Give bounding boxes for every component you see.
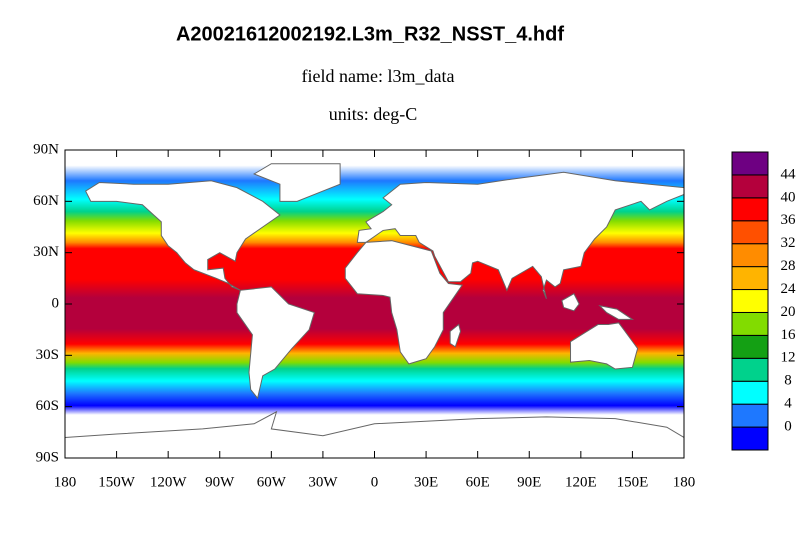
x-tick-label: 120W (150, 474, 188, 490)
y-tick-label: 60N (33, 193, 59, 209)
colorbar-label: 36 (781, 212, 797, 228)
units: units: deg-C (329, 104, 418, 124)
north-america (86, 181, 280, 291)
color-box (731, 403, 769, 428)
subtitle: field name: l3m_data (302, 66, 455, 86)
color-box (731, 243, 769, 268)
madagascar (450, 325, 460, 347)
x-tick-label: 30W (308, 474, 338, 490)
colorbar-label: 8 (784, 373, 792, 389)
africa (345, 241, 462, 364)
colorbar-label: 12 (781, 350, 796, 366)
x-tick-label: 0 (371, 474, 379, 490)
x-tick-label: 180 (54, 474, 77, 490)
color-box (731, 174, 769, 199)
x-tick-label: 150W (98, 474, 136, 490)
x-tick-label: 30E (414, 474, 438, 490)
y-tick-label: 30S (36, 347, 59, 363)
colorbar-label: 28 (781, 258, 796, 274)
antarctica (65, 412, 684, 458)
greenland (254, 164, 340, 202)
colorbar-label: 32 (781, 235, 796, 251)
colorbar-label: 16 (781, 327, 797, 343)
y-tick-label: 60S (36, 398, 59, 414)
colorbar: 0 4 8 12 16 20 24 28 32 36 40 44 (731, 151, 797, 451)
map-area (65, 150, 684, 458)
x-tick-label: 60E (466, 474, 490, 490)
new-guinea (600, 306, 633, 320)
colorbar-label: 40 (781, 189, 796, 205)
x-tick-label: 90W (205, 474, 235, 490)
colorbar-label: 24 (781, 281, 797, 297)
color-box (731, 220, 769, 245)
y-tick-label: 90S (36, 449, 59, 465)
x-tick-label: 90E (517, 474, 541, 490)
x-tick-label: 120E (565, 474, 597, 490)
color-box (731, 334, 769, 359)
color-box (731, 266, 769, 291)
color-box (731, 380, 769, 405)
y-tick-label: 30N (33, 244, 59, 260)
x-tick-label: 180 (673, 474, 696, 490)
y-tick-label: 90N (33, 141, 59, 157)
colorbar-label: 44 (781, 166, 797, 182)
color-box (731, 197, 769, 222)
y-tick-label: 0 (52, 295, 60, 311)
color-box (731, 357, 769, 382)
eurasia (357, 172, 684, 299)
australia (571, 323, 638, 369)
colorbar-label: 4 (784, 396, 792, 412)
x-tick-label: 150E (617, 474, 649, 490)
borneo (562, 294, 579, 311)
south-america (237, 287, 314, 398)
color-box (731, 289, 769, 313)
color-box (731, 426, 769, 451)
color-box (731, 311, 769, 336)
colorbar-label: 0 (784, 419, 792, 435)
color-box (731, 151, 769, 176)
colorbar-label: 20 (781, 304, 796, 320)
land (65, 164, 684, 458)
x-tick-label: 60W (257, 474, 287, 490)
title: A20021612002192.L3m_R32_NSST_4.hdf (176, 23, 564, 45)
